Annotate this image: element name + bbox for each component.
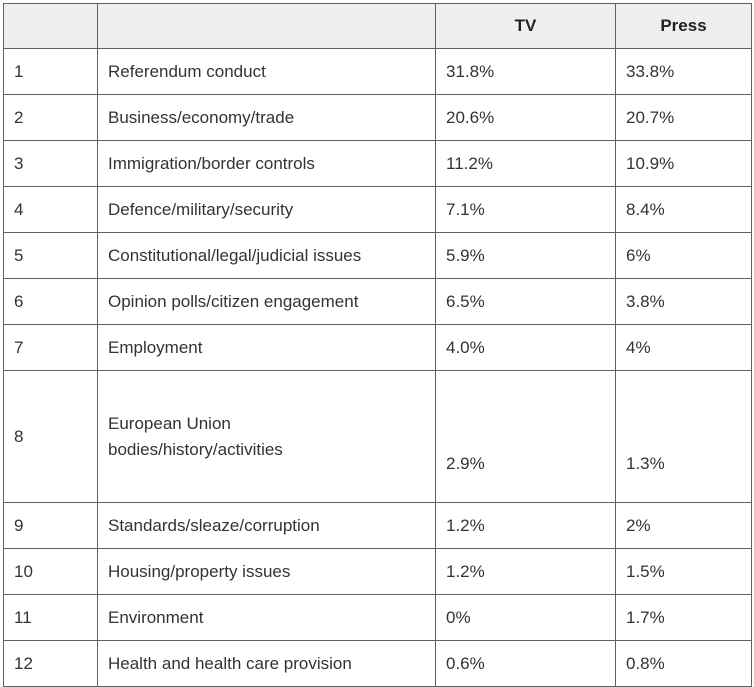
press-cell: 8.4% [615,186,752,233]
rank-cell: 6 [3,278,98,325]
tv-cell: 7.1% [435,186,616,233]
header-tv: TV [435,3,616,49]
rank-cell: 9 [3,502,98,549]
rank-cell: 1 [3,48,98,95]
press-cell: 1.5% [615,548,752,595]
topic-cell: Defence/military/security [97,186,436,233]
tv-cell: 2.9% [435,370,616,503]
topic-cell: European Union bodies/history/activities [97,370,436,503]
tv-cell: 1.2% [435,548,616,595]
tv-cell: 11.2% [435,140,616,187]
topic-cell: Health and health care provision [97,640,436,687]
rank-cell: 11 [3,594,98,641]
tv-cell: 1.2% [435,502,616,549]
table-row: 7 Employment 4.0% 4% [3,324,752,371]
table-row: 9 Standards/sleaze/corruption 1.2% 2% [3,502,752,549]
header-rank [3,3,98,49]
tv-cell: 20.6% [435,94,616,141]
header-row: TV Press [3,3,752,49]
tv-cell: 0.6% [435,640,616,687]
tv-cell: 4.0% [435,324,616,371]
rank-cell: 4 [3,186,98,233]
rank-cell: 7 [3,324,98,371]
press-cell: 0.8% [615,640,752,687]
tv-cell: 0% [435,594,616,641]
table-row: 3 Immigration/border controls 11.2% 10.9… [3,140,752,187]
topic-cell: Standards/sleaze/corruption [97,502,436,549]
tv-cell: 31.8% [435,48,616,95]
rank-cell: 10 [3,548,98,595]
press-cell: 4% [615,324,752,371]
topic-cell: Employment [97,324,436,371]
press-cell: 2% [615,502,752,549]
rank-cell: 12 [3,640,98,687]
table-row: 6 Opinion polls/citizen engagement 6.5% … [3,278,752,325]
tv-cell: 6.5% [435,278,616,325]
table-row: 5 Constitutional/legal/judicial issues 5… [3,232,752,279]
topic-line: bodies/history/activities [108,439,283,459]
topics-table: TV Press 1 Referendum conduct 31.8% 33.8… [3,3,752,687]
header-press: Press [615,3,752,49]
press-cell: 10.9% [615,140,752,187]
table-row: 11 Environment 0% 1.7% [3,594,752,641]
press-cell: 1.7% [615,594,752,641]
table-row: 10 Housing/property issues 1.2% 1.5% [3,548,752,595]
press-cell: 1.3% [615,370,752,503]
topic-line: European Union [108,413,231,433]
press-cell: 6% [615,232,752,279]
topic-cell: Constitutional/legal/judicial issues [97,232,436,279]
table-row: 2 Business/economy/trade 20.6% 20.7% [3,94,752,141]
topic-cell: Opinion polls/citizen engagement [97,278,436,325]
press-cell: 33.8% [615,48,752,95]
table-row: 4 Defence/military/security 7.1% 8.4% [3,186,752,233]
topic-cell: Immigration/border controls [97,140,436,187]
topic-cell: Housing/property issues [97,548,436,595]
rank-cell: 2 [3,94,98,141]
rank-cell: 3 [3,140,98,187]
press-cell: 3.8% [615,278,752,325]
topic-cell: Referendum conduct [97,48,436,95]
header-topic [97,3,436,49]
rank-cell: 8 [3,370,98,503]
topic-cell: Business/economy/trade [97,94,436,141]
table-row: 1 Referendum conduct 31.8% 33.8% [3,48,752,95]
rank-cell: 5 [3,232,98,279]
table-row: 8 European Union bodies/history/activiti… [3,370,752,503]
topic-cell: Environment [97,594,436,641]
press-cell: 20.7% [615,94,752,141]
table-row: 12 Health and health care provision 0.6%… [3,640,752,687]
tv-cell: 5.9% [435,232,616,279]
